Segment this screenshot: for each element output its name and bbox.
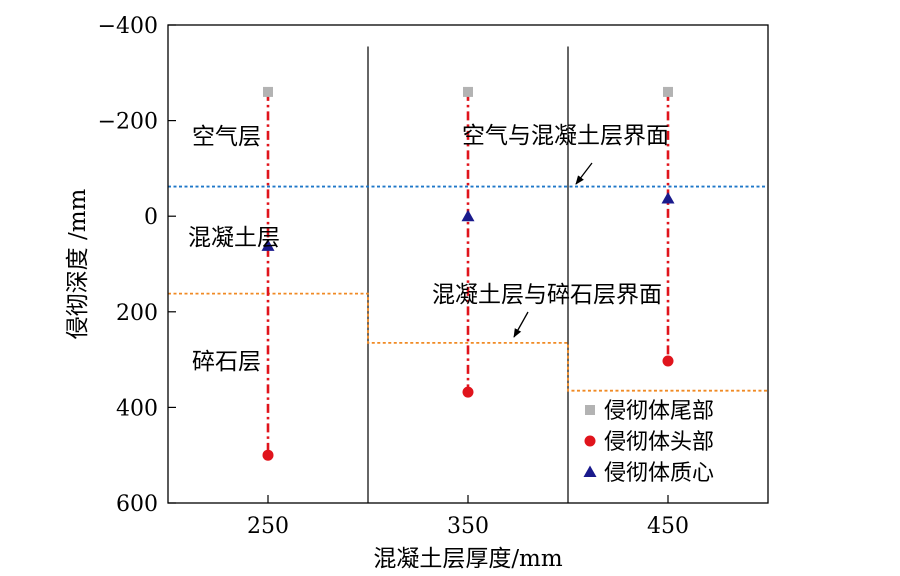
annotation-arrow-concrete-gravel: [513, 311, 529, 338]
x-tick-label-2: 450: [647, 514, 689, 539]
layer-label-air: 空气层: [192, 124, 261, 150]
y-tick-label-0: −400: [98, 14, 158, 39]
interface-lines: [168, 185, 768, 392]
point-square-250: [263, 86, 273, 97]
x-tick-label-0: 250: [247, 514, 289, 539]
data-points: [261, 86, 675, 461]
y-axis-title: 侵彻深度 /mm: [65, 188, 91, 339]
y-tick-label-2: 0: [144, 205, 158, 230]
layer-label-concrete: 混凝土层: [188, 225, 280, 251]
y-tick-label-5: 600: [116, 492, 158, 517]
y-tick-label-4: 400: [116, 396, 158, 421]
group-dividers: [367, 46, 569, 503]
point-circle-350: [462, 386, 474, 398]
point-triangle-250: [261, 239, 275, 251]
y-tick-label-3: 200: [116, 301, 158, 326]
legend-label-0: 侵彻体尾部: [604, 399, 714, 424]
y-axis-ticks: −400 −200 0 200 400 600: [98, 14, 176, 517]
series-connector-lines: [266, 91, 670, 456]
layer-label-gravel: 碎石层: [192, 349, 261, 375]
point-square-350: [463, 86, 473, 97]
point-triangle-350: [461, 209, 475, 222]
point-triangle-450: [661, 192, 675, 204]
point-circle-450: [662, 355, 674, 367]
x-axis-ticks: 250 350 450: [247, 495, 689, 539]
concrete-gravel-interface-line: [168, 292, 768, 392]
x-tick-label-1: 350: [447, 514, 489, 539]
annotation-air-concrete-interface: 空气与混凝土层界面: [462, 123, 669, 149]
legend-label-2: 侵彻体质心: [604, 461, 714, 486]
annotation-concrete-gravel-interface: 混凝土层与碎石层界面: [432, 282, 662, 308]
legend-marker-triangle: [583, 465, 597, 477]
point-circle-250: [262, 449, 274, 461]
x-axis-title: 混凝土层厚度/mm: [373, 546, 563, 572]
legend-marker-circle: [584, 435, 596, 447]
point-square-450: [663, 86, 673, 97]
legend-marker-square: [585, 405, 595, 415]
y-tick-label-1: −200: [98, 110, 158, 135]
legend-label-1: 侵彻体头部: [604, 430, 714, 455]
annotation-arrow-air-concrete: [575, 162, 593, 185]
